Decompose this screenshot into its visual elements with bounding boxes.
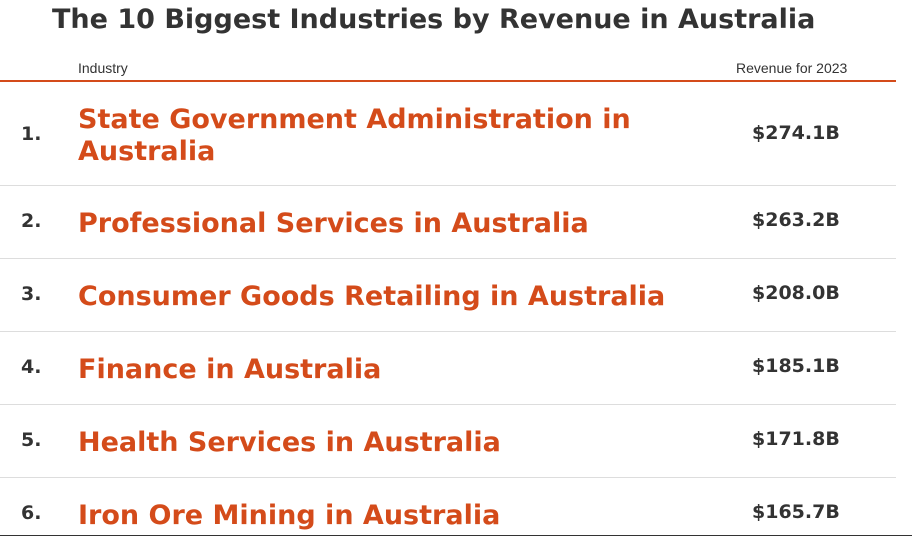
row-revenue: $171.8B bbox=[752, 428, 840, 450]
row-rank: 1. bbox=[21, 123, 42, 145]
table-row: 6. Iron Ore Mining in Australia $165.7B bbox=[0, 478, 896, 536]
row-revenue: $185.1B bbox=[752, 355, 840, 377]
industry-link[interactable]: Professional Services in Australia bbox=[78, 208, 589, 239]
column-header-revenue: Revenue for 2023 bbox=[736, 60, 848, 76]
table-row: 1. State Government Administration in Au… bbox=[0, 82, 896, 186]
row-rank: 3. bbox=[21, 283, 42, 305]
page-title: The 10 Biggest Industries by Revenue in … bbox=[52, 4, 816, 35]
table-header: Industry Revenue for 2023 bbox=[0, 56, 896, 82]
row-rank: 5. bbox=[21, 429, 42, 451]
industry-link[interactable]: Consumer Goods Retailing in Australia bbox=[78, 281, 666, 312]
industry-table-body: 1. State Government Administration in Au… bbox=[0, 82, 896, 536]
row-revenue: $263.2B bbox=[752, 209, 840, 231]
table-row: 5. Health Services in Australia $171.8B bbox=[0, 405, 896, 478]
row-rank: 4. bbox=[21, 356, 42, 378]
table-row: 2. Professional Services in Australia $2… bbox=[0, 186, 896, 259]
industry-link[interactable]: Health Services in Australia bbox=[78, 427, 501, 458]
column-header-industry: Industry bbox=[78, 60, 128, 76]
row-revenue: $274.1B bbox=[752, 122, 840, 144]
industry-link[interactable]: State Government Administration in Austr… bbox=[78, 104, 631, 167]
row-revenue: $165.7B bbox=[752, 501, 840, 523]
table-row: 4. Finance in Australia $185.1B bbox=[0, 332, 896, 405]
row-rank: 6. bbox=[21, 502, 42, 524]
industry-link[interactable]: Finance in Australia bbox=[78, 354, 382, 385]
industry-link[interactable]: Iron Ore Mining in Australia bbox=[78, 500, 501, 531]
row-revenue: $208.0B bbox=[752, 282, 840, 304]
row-rank: 2. bbox=[21, 210, 42, 232]
table-row: 3. Consumer Goods Retailing in Australia… bbox=[0, 259, 896, 332]
